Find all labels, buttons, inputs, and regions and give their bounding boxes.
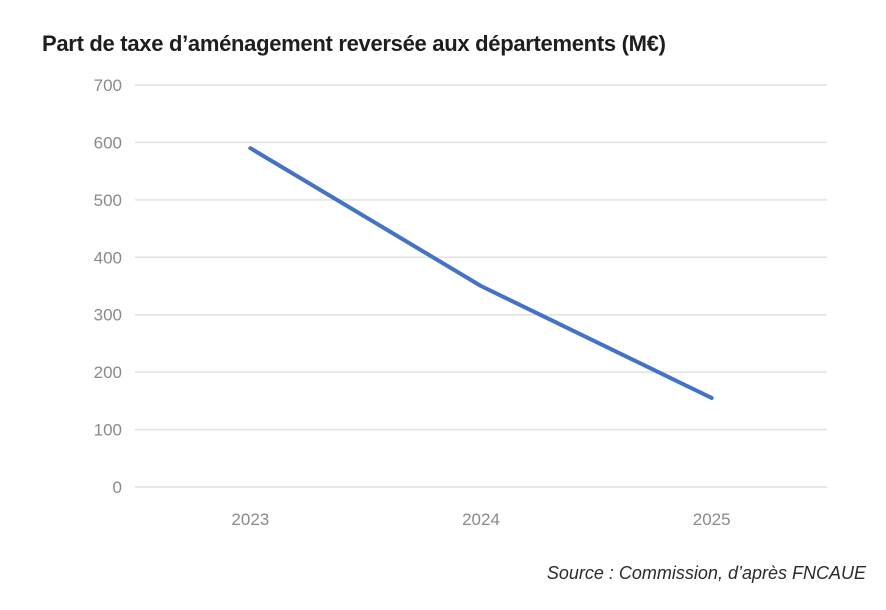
y-tick-label: 200 (94, 363, 122, 382)
data-line (248, 146, 714, 400)
source-caption: Source : Commission, d’après FNCAUE (546, 563, 866, 583)
y-tick-label: 300 (94, 306, 122, 325)
y-tick-label: 100 (94, 421, 122, 440)
y-tick-label: 700 (94, 76, 122, 95)
x-tick-label: 2025 (693, 510, 731, 529)
y-tick-label: 0 (113, 478, 122, 497)
y-tick-label: 500 (94, 191, 122, 210)
x-tick-label: 2023 (231, 510, 269, 529)
chart-title: Part de taxe d’aménagement reversée aux … (42, 31, 666, 56)
y-tick-label: 400 (94, 248, 122, 267)
x-tick-label: 2024 (462, 510, 500, 529)
y-tick-label: 600 (94, 133, 122, 152)
